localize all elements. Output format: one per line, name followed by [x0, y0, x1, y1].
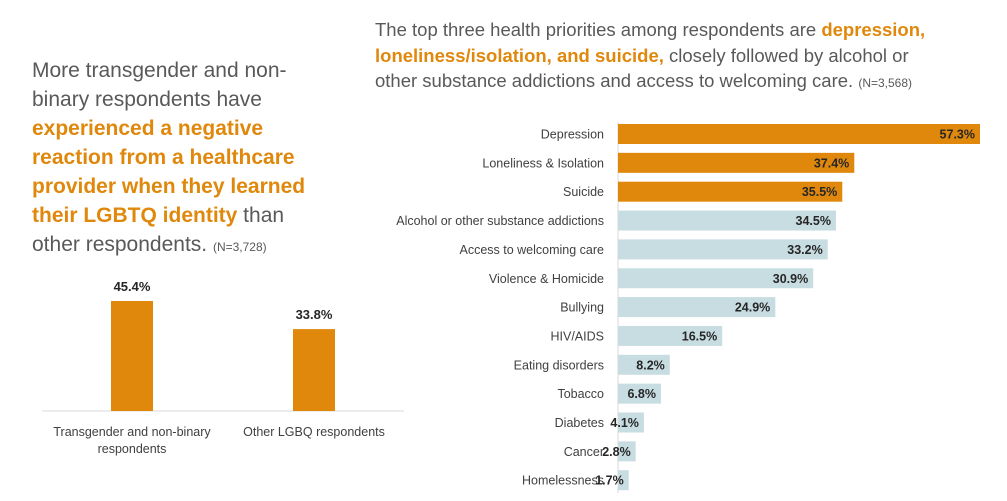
hbar-3: [618, 210, 836, 231]
hbar-value-label-6: 24.9%: [735, 301, 770, 315]
hbar-value-label-3: 34.5%: [796, 214, 831, 228]
hbar-category-label-6: Bullying: [560, 301, 604, 315]
hbar-value-label-7: 16.5%: [682, 329, 717, 343]
right-text-highlight: depression, loneliness/isolation, and su…: [375, 19, 926, 66]
hbar-9: [618, 383, 661, 404]
hbar-category-label-2: Suicide: [563, 185, 604, 199]
hbar-value-label-11: 2.8%: [602, 445, 631, 459]
hbar-11: [618, 441, 636, 462]
vbar-category-label-1: Other LGBQ respondents: [243, 425, 385, 439]
hbar-value-label-9: 6.8%: [627, 387, 656, 401]
vbar-value-label-0: 45.4%: [114, 279, 151, 294]
vbar-category-label-0-line2: respondents: [98, 442, 167, 456]
vertical-bar-chart: 45.4% 33.8% Transgender and non-binary resp…: [42, 279, 404, 456]
vbar-category-label-0: Transgender and non-binary respondents: [53, 425, 211, 456]
vbar-1: [293, 329, 335, 411]
hbar-value-label-8: 8.2%: [636, 358, 665, 372]
left-text-highlight: experienced a negative reaction from a h…: [32, 117, 306, 227]
right-summary-text: The top three health priorities among re…: [375, 17, 935, 97]
hbar-category-label-1: Loneliness & Isolation: [482, 156, 604, 170]
hbar-4: [618, 239, 828, 260]
hbar-category-label-0: Depression: [541, 128, 604, 142]
hbar-7: [618, 325, 723, 346]
right-text-before: The top three health priorities among re…: [375, 19, 822, 40]
hbar-value-label-5: 30.9%: [773, 272, 808, 286]
hbar-category-label-8: Eating disorders: [514, 358, 604, 372]
hbar-5: [618, 268, 814, 289]
hbar-category-label-5: Violence & Homicide: [489, 272, 604, 286]
left-sample-size: (N=3,728): [212, 240, 267, 254]
hbar-0: [618, 124, 980, 144]
horizontal-bar-chart: Depression 57.3% Loneliness & Isolation 37.…: [396, 122, 980, 494]
hbar-value-label-10: 4.1%: [610, 416, 639, 430]
left-text-before: More transgender and non-binary responde…: [32, 59, 287, 111]
hbar-8: [618, 354, 670, 375]
hbar-category-label-10: Diabetes: [555, 416, 604, 430]
hbar-6: [618, 297, 776, 318]
hbar-category-label-12: Homelessness: [522, 474, 604, 488]
hbar-2: [618, 181, 843, 202]
hbar-value-label-1: 37.4%: [814, 156, 849, 170]
hbar-10: [618, 412, 644, 433]
vbar-category-label-0-line1: Transgender and non-binary: [53, 425, 211, 439]
vbar-value-label-1: 33.8%: [296, 307, 333, 322]
hbar-12: [618, 470, 629, 491]
right-sample-size: (N=3,568): [858, 76, 913, 90]
hbar-value-label-4: 33.2%: [787, 243, 822, 257]
right-text-after: closely followed by alcohol or other sub…: [375, 44, 909, 92]
hbar-category-label-11: Cancer: [564, 445, 604, 459]
left-text-after: than other respondents.: [32, 204, 285, 256]
hbar-value-label-2: 35.5%: [802, 185, 837, 199]
hbar-category-label-4: Access to welcoming care: [459, 243, 604, 257]
hbar-value-label-12: 1.7%: [595, 474, 624, 488]
vbar-0: [111, 301, 153, 411]
hbar-category-label-9: Tobacco: [557, 387, 604, 401]
left-summary-text: More transgender and non-binary responde…: [32, 56, 332, 262]
hbar-category-label-3: Alcohol or other substance addictions: [396, 214, 604, 228]
hbar-value-label-0: 57.3%: [940, 128, 975, 142]
hbar-1: [618, 152, 855, 173]
hbar-category-label-7: HIV/AIDS: [551, 329, 605, 343]
